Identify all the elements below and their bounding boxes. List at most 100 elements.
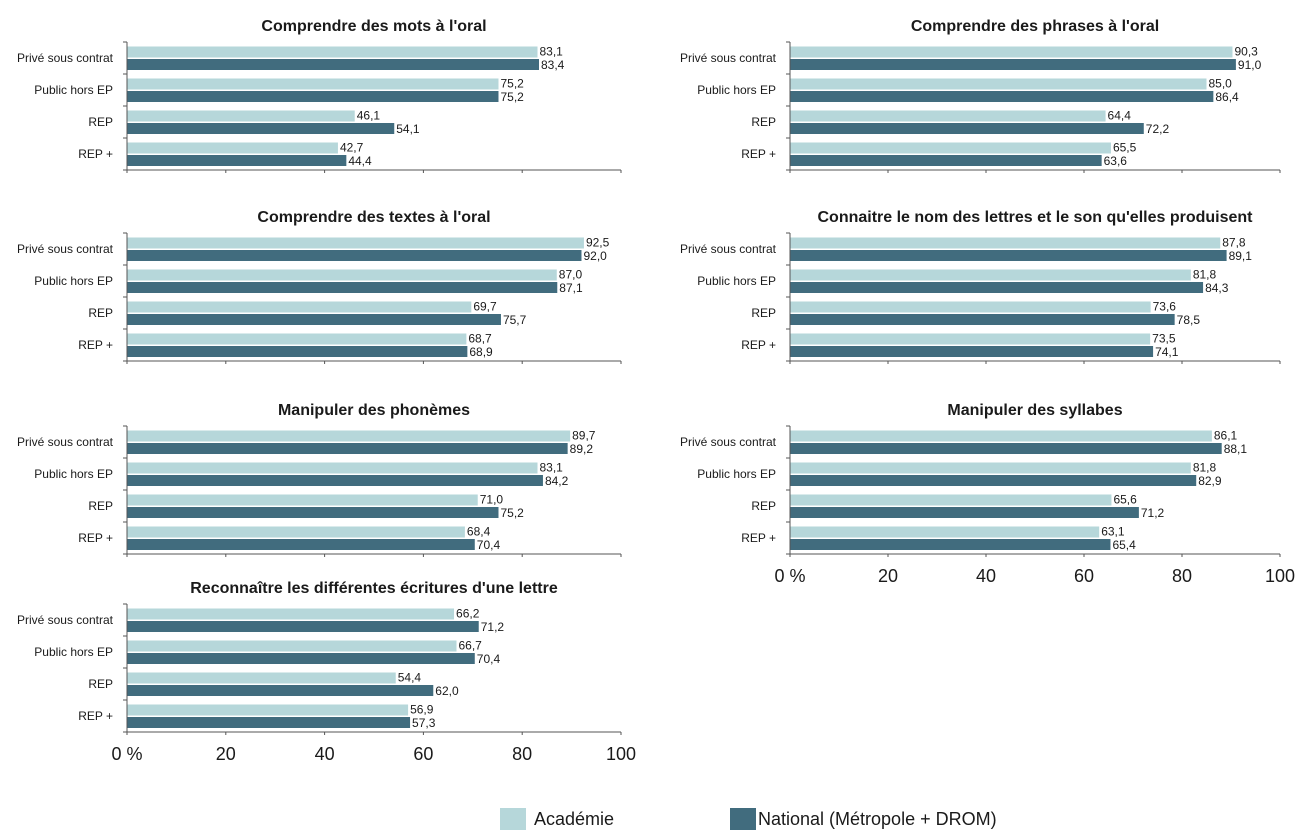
- chart-title: Comprendre des mots à l'oral: [261, 18, 486, 35]
- bar-national-rep: [127, 123, 395, 134]
- legend: Académie National (Métropole + DROM): [500, 808, 1060, 832]
- bar-academie-rep: [790, 301, 1151, 313]
- x-tick-label: 0 %: [774, 566, 805, 586]
- data-label-academie-rep: 68,4: [467, 525, 491, 539]
- bar-academie-rep: [790, 110, 1106, 122]
- bar-national-rep: [790, 123, 1144, 134]
- category-label-rep: REP: [88, 115, 113, 129]
- bar-national-rep: [127, 539, 475, 550]
- data-label-national-public-hors-ep: 82,9: [1198, 474, 1222, 488]
- data-label-national-rep: 62,0: [435, 684, 459, 698]
- category-label-rep: REP +: [741, 531, 776, 545]
- data-label-academie-prive-sous-contrat: 66,2: [456, 607, 480, 621]
- chart-title: Manipuler des phonèmes: [278, 402, 470, 419]
- bar-academie-rep: [790, 526, 1100, 538]
- bar-academie-public-hors-ep: [127, 640, 457, 652]
- bar-academie-rep: [127, 704, 409, 716]
- chart-title: Reconnaître les différentes écritures d'…: [190, 580, 558, 597]
- bar-national-rep: [127, 346, 468, 357]
- chart-panel-reconnaitre-les-differentes-ecritures-d-une-lettre: Reconnaître les différentes écritures d'…: [17, 580, 636, 764]
- bar-national-prive-sous-contrat: [790, 250, 1227, 261]
- data-label-national-rep: 74,1: [1155, 345, 1179, 359]
- category-label-rep: REP: [751, 499, 776, 513]
- data-label-academie-rep: 65,6: [1113, 493, 1137, 507]
- data-label-academie-prive-sous-contrat: 92,5: [586, 236, 610, 250]
- bar-national-rep: [790, 539, 1111, 550]
- bar-national-public-hors-ep: [127, 282, 558, 293]
- data-label-academie-prive-sous-contrat: 90,3: [1234, 45, 1258, 59]
- data-label-national-prive-sous-contrat: 91,0: [1238, 58, 1262, 72]
- category-label-prive-sous-contrat: Privé sous contrat: [17, 51, 114, 65]
- category-label-rep: REP +: [78, 531, 113, 545]
- data-label-national-rep: 71,2: [1141, 506, 1165, 520]
- bar-national-rep: [790, 155, 1102, 166]
- data-label-academie-rep: 63,1: [1101, 525, 1125, 539]
- data-label-academie-prive-sous-contrat: 89,7: [572, 429, 596, 443]
- category-label-prive-sous-contrat: Privé sous contrat: [680, 435, 777, 449]
- data-label-national-rep: 70,4: [477, 538, 501, 552]
- data-label-academie-public-hors-ep: 66,7: [458, 639, 482, 653]
- data-label-academie-rep: 65,5: [1113, 141, 1137, 155]
- data-label-academie-public-hors-ep: 85,0: [1209, 77, 1233, 91]
- data-label-national-prive-sous-contrat: 89,2: [570, 442, 594, 456]
- data-label-academie-rep: 71,0: [480, 493, 504, 507]
- bar-national-rep: [127, 685, 434, 696]
- category-label-rep: REP +: [78, 147, 113, 161]
- data-label-national-prive-sous-contrat: 71,2: [481, 620, 505, 634]
- data-label-academie-rep: 56,9: [410, 703, 434, 717]
- x-tick-label: 80: [1172, 566, 1192, 586]
- bar-academie-public-hors-ep: [127, 462, 538, 474]
- bar-academie-public-hors-ep: [790, 78, 1207, 90]
- data-label-national-rep: 57,3: [412, 716, 436, 730]
- data-label-national-prive-sous-contrat: 92,0: [583, 249, 607, 263]
- bar-academie-public-hors-ep: [790, 269, 1191, 281]
- bar-national-rep: [127, 314, 501, 325]
- category-label-public-hors-ep: Public hors EP: [697, 467, 776, 481]
- bar-academie-prive-sous-contrat: [790, 430, 1212, 442]
- data-label-national-rep: 44,4: [348, 154, 372, 168]
- data-label-academie-rep: 69,7: [473, 300, 497, 314]
- legend-label-academie: Académie: [534, 808, 615, 829]
- category-label-rep: REP +: [741, 147, 776, 161]
- data-label-academie-public-hors-ep: 75,2: [500, 77, 524, 91]
- x-tick-label: 60: [413, 744, 433, 764]
- category-label-rep: REP: [88, 499, 113, 513]
- category-label-public-hors-ep: Public hors EP: [34, 467, 113, 481]
- data-label-academie-rep: 64,4: [1108, 109, 1132, 123]
- chart-panel-comprendre-des-mots-a-l-oral: Comprendre des mots à l'oral Privé sous c…: [17, 18, 622, 173]
- category-label-rep: REP: [88, 677, 113, 691]
- x-tick-label: 100: [1265, 566, 1295, 586]
- x-tick-label: 20: [878, 566, 898, 586]
- category-label-public-hors-ep: Public hors EP: [34, 645, 113, 659]
- chart-title: Connaitre le nom des lettres et le son q…: [817, 209, 1253, 226]
- x-tick-label: 40: [976, 566, 996, 586]
- category-label-rep: REP: [88, 306, 113, 320]
- category-label-rep: REP: [751, 115, 776, 129]
- bar-national-prive-sous-contrat: [127, 443, 568, 454]
- bar-national-rep: [127, 507, 499, 518]
- data-label-academie-rep: 68,7: [468, 332, 492, 346]
- chart-svg: Comprendre des mots à l'oral Privé sous c…: [17, 18, 1295, 764]
- chart-title: Manipuler des syllabes: [947, 402, 1122, 419]
- bar-academie-rep: [790, 333, 1151, 345]
- data-label-national-rep: 65,4: [1112, 538, 1136, 552]
- bar-national-public-hors-ep: [127, 653, 475, 664]
- data-label-national-prive-sous-contrat: 83,4: [541, 58, 565, 72]
- bar-academie-prive-sous-contrat: [127, 608, 455, 620]
- data-label-national-rep: 78,5: [1177, 313, 1201, 327]
- chart-panel-comprendre-des-phrases-a-l-oral: Comprendre des phrases à l'oral Privé sou…: [680, 18, 1281, 173]
- bar-national-prive-sous-contrat: [790, 59, 1236, 70]
- bar-academie-rep: [127, 333, 467, 345]
- legend-item-academie: Académie: [500, 808, 614, 830]
- bar-academie-prive-sous-contrat: [790, 237, 1221, 249]
- data-label-national-public-hors-ep: 87,1: [559, 281, 583, 295]
- data-label-national-rep: 75,2: [500, 506, 524, 520]
- data-label-academie-rep: 73,5: [1152, 332, 1176, 346]
- bar-academie-rep: [127, 494, 478, 506]
- legend-swatch-academie: [500, 808, 526, 830]
- data-label-academie-prive-sous-contrat: 83,1: [540, 45, 564, 59]
- bar-national-prive-sous-contrat: [127, 250, 582, 261]
- category-label-public-hors-ep: Public hors EP: [34, 274, 113, 288]
- data-label-national-rep: 68,9: [469, 345, 493, 359]
